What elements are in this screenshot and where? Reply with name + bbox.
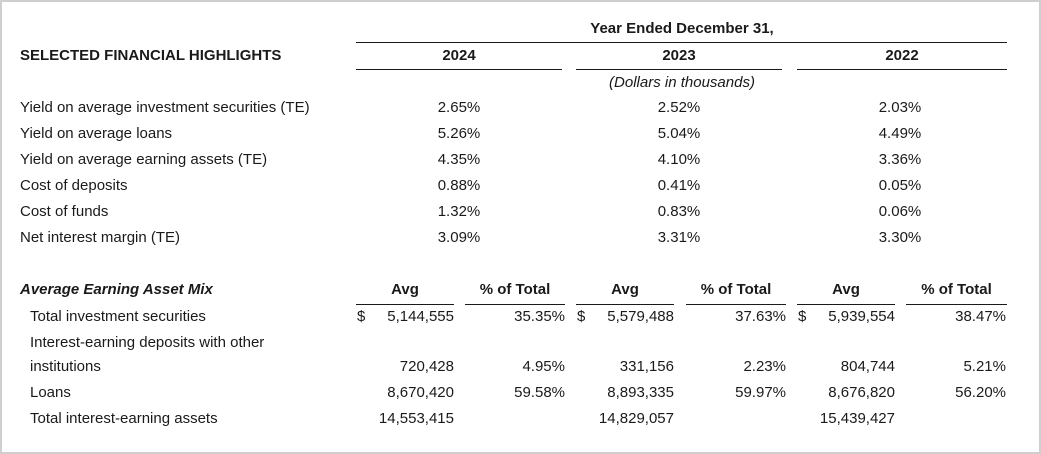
highlight-value-2024: 3.09% <box>437 229 481 246</box>
mix-avg-2022: 15,439,427 <box>819 410 895 427</box>
mix-avg-2024: 720,428 <box>399 358 454 375</box>
highlight-value-2023: 0.41% <box>657 177 701 194</box>
highlight-label: Yield on average loans <box>20 125 173 142</box>
year-ended-header: Year Ended December 31, <box>590 20 774 37</box>
mix-avg-2022: 8,676,820 <box>828 384 895 401</box>
highlight-value-2023: 4.10% <box>657 151 701 168</box>
mix-avg-2024: 8,670,420 <box>387 384 454 401</box>
avg-rule-2024 <box>356 304 454 305</box>
mix-avg-2023: 5,579,488 <box>607 308 674 325</box>
avg-header-2023: Avg <box>611 281 639 298</box>
mix-pct-2024: 35.35% <box>514 308 565 325</box>
mix-pct-2023: 2.23% <box>743 358 786 375</box>
avg-rule-2023 <box>576 304 674 305</box>
highlight-value-2022: 3.36% <box>878 151 922 168</box>
year-2022-header: 2022 <box>885 47 919 64</box>
highlight-label: Net interest margin (TE) <box>20 229 181 246</box>
mix-row-label: Total interest-earning assets <box>30 410 218 427</box>
year-2023-header: 2023 <box>662 47 696 64</box>
highlight-value-2023: 3.31% <box>657 229 701 246</box>
pct-header-2024: % of Total <box>479 281 551 298</box>
mix-pct-2022: 56.20% <box>955 384 1006 401</box>
mix-pct-2022: 38.47% <box>955 308 1006 325</box>
mix-pct-2024: 59.58% <box>514 384 565 401</box>
units-note: (Dollars in thousands) <box>609 74 755 91</box>
avg-header-2022: Avg <box>832 281 860 298</box>
highlight-value-2023: 5.04% <box>657 125 701 142</box>
highlight-value-2024: 1.32% <box>437 203 481 220</box>
highlight-value-2023: 0.83% <box>657 203 701 220</box>
mix-avg-2022: 5,939,554 <box>828 308 895 325</box>
year-2024-header: 2024 <box>442 47 476 64</box>
currency-symbol: $ <box>798 308 807 325</box>
highlight-value-2022: 3.30% <box>878 229 922 246</box>
pct-rule-2023 <box>686 304 786 305</box>
pct-rule-2024 <box>465 304 565 305</box>
mix-pct-2022: 5.21% <box>963 358 1006 375</box>
mix-pct-2023: 59.97% <box>735 384 786 401</box>
avg-rule-2022 <box>797 304 895 305</box>
header-rule <box>356 42 1007 43</box>
highlight-value-2022: 0.06% <box>878 203 922 220</box>
mix-row-label: Loans <box>30 384 71 401</box>
highlight-value-2022: 2.03% <box>878 99 922 116</box>
mix-pct-2024: 4.95% <box>522 358 565 375</box>
mix-row-label: Interest-earning deposits with other <box>30 334 265 351</box>
mix-avg-2024: 5,144,555 <box>387 308 454 325</box>
currency-symbol: $ <box>577 308 586 325</box>
mix-avg-2023: 8,893,335 <box>607 384 674 401</box>
highlight-label: Cost of deposits <box>20 177 128 194</box>
highlight-value-2024: 0.88% <box>437 177 481 194</box>
currency-symbol: $ <box>357 308 366 325</box>
highlight-value-2024: 5.26% <box>437 125 481 142</box>
year-2023-rule <box>576 69 782 70</box>
section-title: SELECTED FINANCIAL HIGHLIGHTS <box>20 47 282 64</box>
pct-header-2022: % of Total <box>921 281 992 298</box>
pct-header-2023: % of Total <box>700 281 772 298</box>
highlight-value-2024: 4.35% <box>437 151 481 168</box>
mix-avg-2023: 331,156 <box>619 358 674 375</box>
highlight-value-2023: 2.52% <box>657 99 701 116</box>
year-2022-rule <box>797 69 1007 70</box>
mix-pct-2023: 37.63% <box>735 308 786 325</box>
mix-row-label: Total investment securities <box>30 308 206 325</box>
highlight-label: Yield on average investment securities (… <box>20 99 310 116</box>
mix-avg-2023: 14,829,057 <box>598 410 674 427</box>
mix-avg-2022: 804,744 <box>840 358 895 375</box>
mix-title: Average Earning Asset Mix <box>20 281 213 298</box>
highlight-value-2022: 0.05% <box>878 177 922 194</box>
pct-rule-2022 <box>906 304 1007 305</box>
year-2024-rule <box>356 69 562 70</box>
mix-avg-2024: 14,553,415 <box>378 410 454 427</box>
highlight-value-2022: 4.49% <box>878 125 922 142</box>
mix-row-label-cont: institutions <box>30 358 101 375</box>
highlight-label: Yield on average earning assets (TE) <box>20 151 268 168</box>
highlight-label: Cost of funds <box>20 203 109 220</box>
highlight-value-2024: 2.65% <box>437 99 481 116</box>
avg-header-2024: Avg <box>391 281 419 298</box>
